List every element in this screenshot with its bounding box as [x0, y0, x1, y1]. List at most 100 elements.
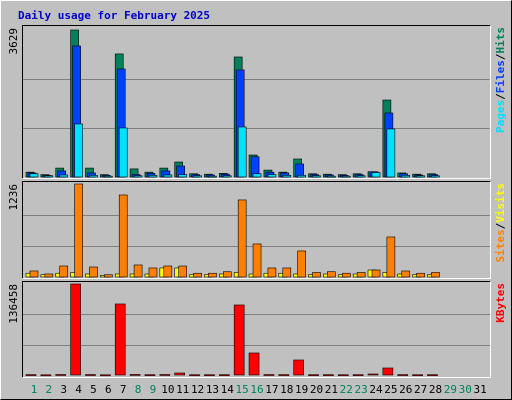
bar [74, 123, 83, 178]
x-tick-label: 23 [355, 383, 368, 396]
bar [308, 374, 319, 376]
bar [133, 264, 143, 278]
bar [100, 374, 111, 377]
bar [25, 374, 37, 376]
bar [118, 127, 128, 178]
bar [427, 374, 438, 376]
bar [70, 283, 81, 376]
bar [29, 270, 39, 278]
x-tick-label: 14 [221, 383, 235, 396]
bar [40, 374, 52, 377]
bar [341, 272, 351, 278]
bar [29, 173, 39, 178]
bar [397, 374, 409, 376]
bar [401, 270, 411, 278]
x-tick-label: 20 [310, 383, 323, 396]
bar [341, 175, 351, 178]
bar [327, 175, 336, 178]
bar [297, 175, 306, 178]
x-tick-label: 15 [236, 383, 249, 396]
bar [208, 175, 217, 178]
bar [323, 374, 334, 376]
bar [89, 266, 98, 278]
bar [133, 175, 143, 178]
y-tick-label: 1236 [7, 184, 20, 211]
bar [293, 359, 304, 376]
bar [114, 303, 126, 376]
bar [89, 175, 98, 178]
bar [55, 374, 67, 376]
panel-edge-light [22, 25, 491, 179]
bar [248, 352, 260, 376]
legend: KBytes [494, 283, 507, 323]
bar [159, 374, 171, 376]
bar [416, 272, 425, 278]
bar [412, 374, 423, 377]
bar [178, 265, 187, 278]
legend: Sites/Visits [494, 183, 507, 263]
bar [252, 243, 262, 278]
bar [401, 175, 411, 178]
bar [148, 175, 158, 178]
x-tick-label: 29 [444, 383, 457, 396]
x-tick-label: 9 [150, 383, 157, 396]
bar [129, 374, 141, 376]
bar [267, 174, 277, 178]
panel-edge-light [22, 281, 491, 378]
bar [74, 183, 83, 278]
bar [174, 372, 185, 376]
bar [44, 273, 54, 278]
bar [327, 271, 336, 278]
bar [193, 175, 202, 178]
x-tick-label: 25 [384, 383, 397, 396]
panel-edge-light [22, 181, 491, 279]
x-tick-label: 24 [369, 383, 383, 396]
bar [312, 175, 321, 178]
bar [118, 194, 128, 278]
x-tick-label: 16 [250, 383, 263, 396]
bar [297, 250, 306, 278]
bar [219, 374, 230, 376]
panel [22, 25, 490, 178]
legend: Pages/Files/Hits [494, 27, 507, 133]
bar [144, 374, 156, 376]
x-tick-label: 22 [340, 383, 353, 396]
bar [223, 175, 232, 178]
bar [371, 269, 381, 278]
bar [208, 272, 217, 278]
x-tick-label: 11 [176, 383, 189, 396]
bar [278, 374, 290, 376]
x-tick-label: 5 [90, 383, 97, 396]
bar [223, 271, 232, 278]
bar [104, 175, 113, 178]
bar [282, 267, 292, 278]
legend-entry: Files [494, 60, 507, 93]
x-tick-label: 12 [191, 383, 204, 396]
bar [178, 174, 187, 178]
x-tick-label: 21 [325, 383, 338, 396]
legend-separator: / [494, 222, 507, 229]
x-tick-label: 17 [265, 383, 278, 396]
x-tick-label: 3 [60, 383, 67, 396]
y-tick-label: 3629 [7, 28, 20, 55]
x-tick-label: 30 [459, 383, 472, 396]
x-tick-label: 28 [429, 383, 442, 396]
legend-entry: KBytes [494, 283, 507, 323]
bar [337, 374, 349, 377]
legend-separator: / [494, 93, 507, 100]
bar [85, 374, 96, 376]
bar [204, 374, 215, 377]
legend-entry: Visits [494, 183, 507, 223]
bar [189, 374, 200, 377]
bar [252, 173, 262, 178]
x-tick-label: 1 [31, 383, 38, 396]
x-tick-label: 2 [46, 383, 53, 396]
bar [59, 174, 69, 178]
bar [352, 374, 364, 376]
bar [295, 163, 304, 178]
bar [356, 175, 366, 178]
x-tick-label: 13 [206, 383, 219, 396]
bar [356, 272, 366, 278]
bar [416, 175, 425, 178]
